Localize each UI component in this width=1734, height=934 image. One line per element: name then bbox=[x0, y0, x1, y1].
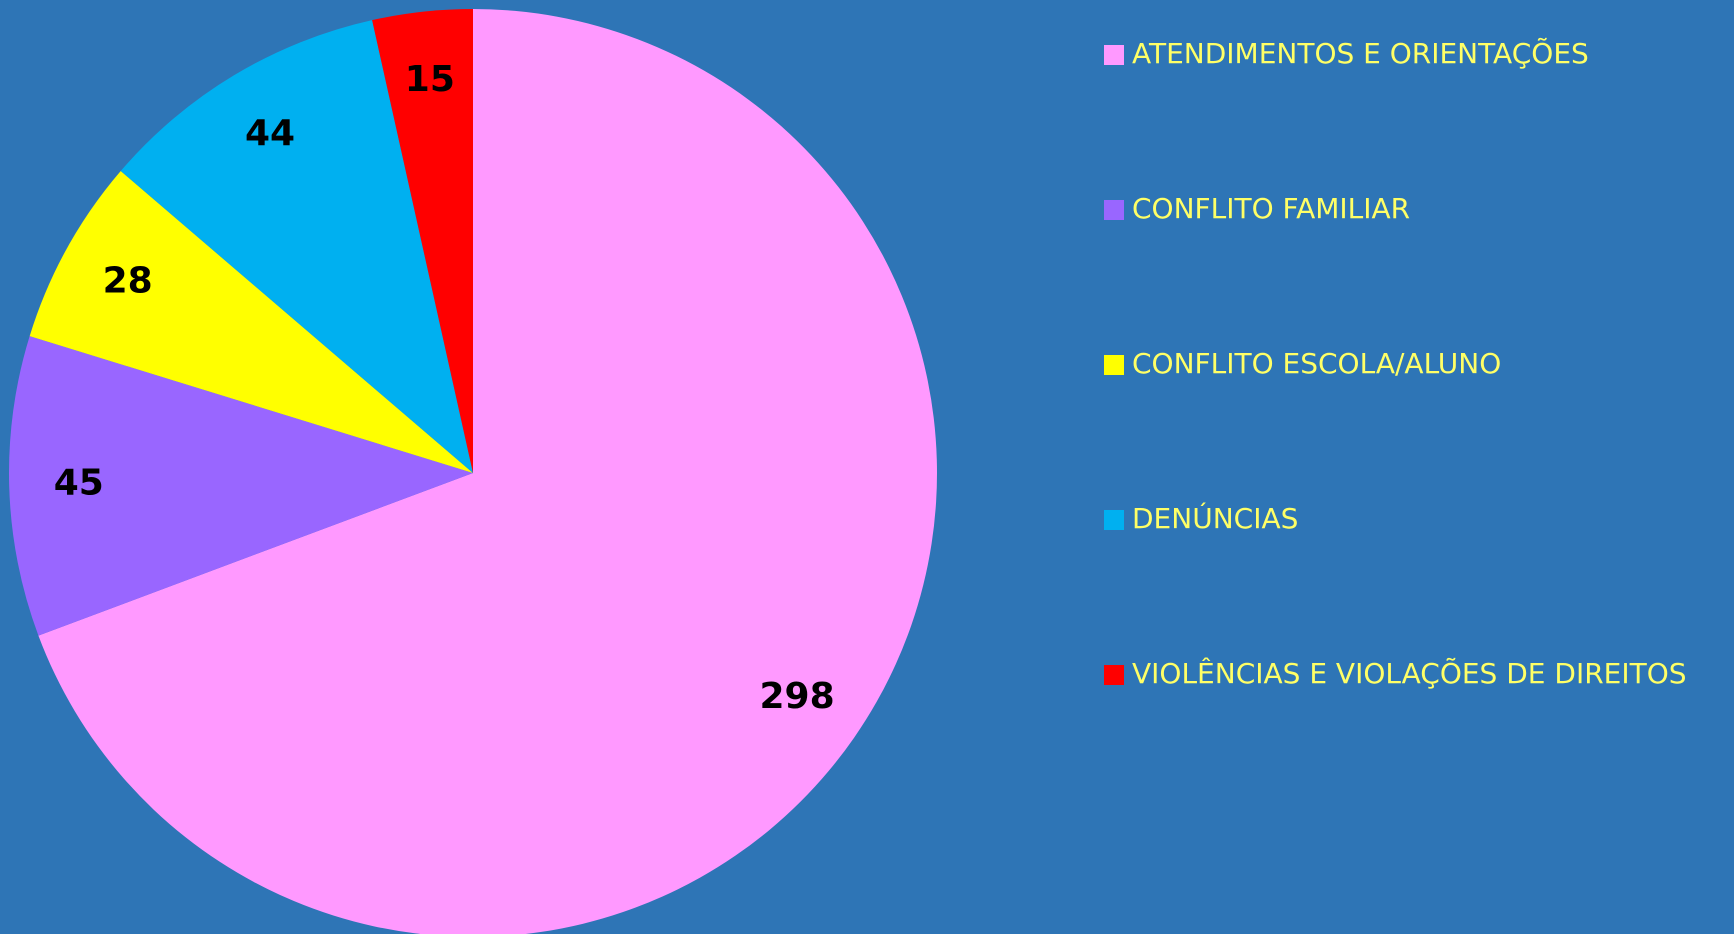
legend-label: VIOLÊNCIAS E VIOLAÇÕES DE DIREITOS bbox=[1132, 656, 1687, 690]
value-label: 45 bbox=[54, 463, 104, 504]
pie-slice bbox=[29, 171, 473, 474]
pie-slice bbox=[372, 9, 473, 473]
legend-swatch bbox=[1104, 200, 1124, 220]
value-label: 28 bbox=[103, 260, 153, 301]
pie-slice bbox=[38, 9, 937, 934]
legend-swatch bbox=[1104, 45, 1124, 65]
legend-swatch bbox=[1104, 510, 1124, 530]
value-label: 298 bbox=[760, 676, 835, 717]
value-label: 44 bbox=[245, 113, 295, 154]
legend-swatch bbox=[1104, 355, 1124, 375]
legend-swatch bbox=[1104, 665, 1124, 685]
legend-label: CONFLITO ESCOLA/ALUNO bbox=[1132, 347, 1501, 380]
legend-label: ATENDIMENTOS E ORIENTAÇÕES bbox=[1132, 36, 1589, 70]
pie-slice bbox=[120, 20, 473, 473]
legend-label: DENÚNCIAS bbox=[1132, 501, 1298, 535]
pie-slice bbox=[8, 336, 473, 636]
legend-label: CONFLITO FAMILIAR bbox=[1132, 192, 1410, 225]
value-label: 15 bbox=[405, 59, 455, 100]
